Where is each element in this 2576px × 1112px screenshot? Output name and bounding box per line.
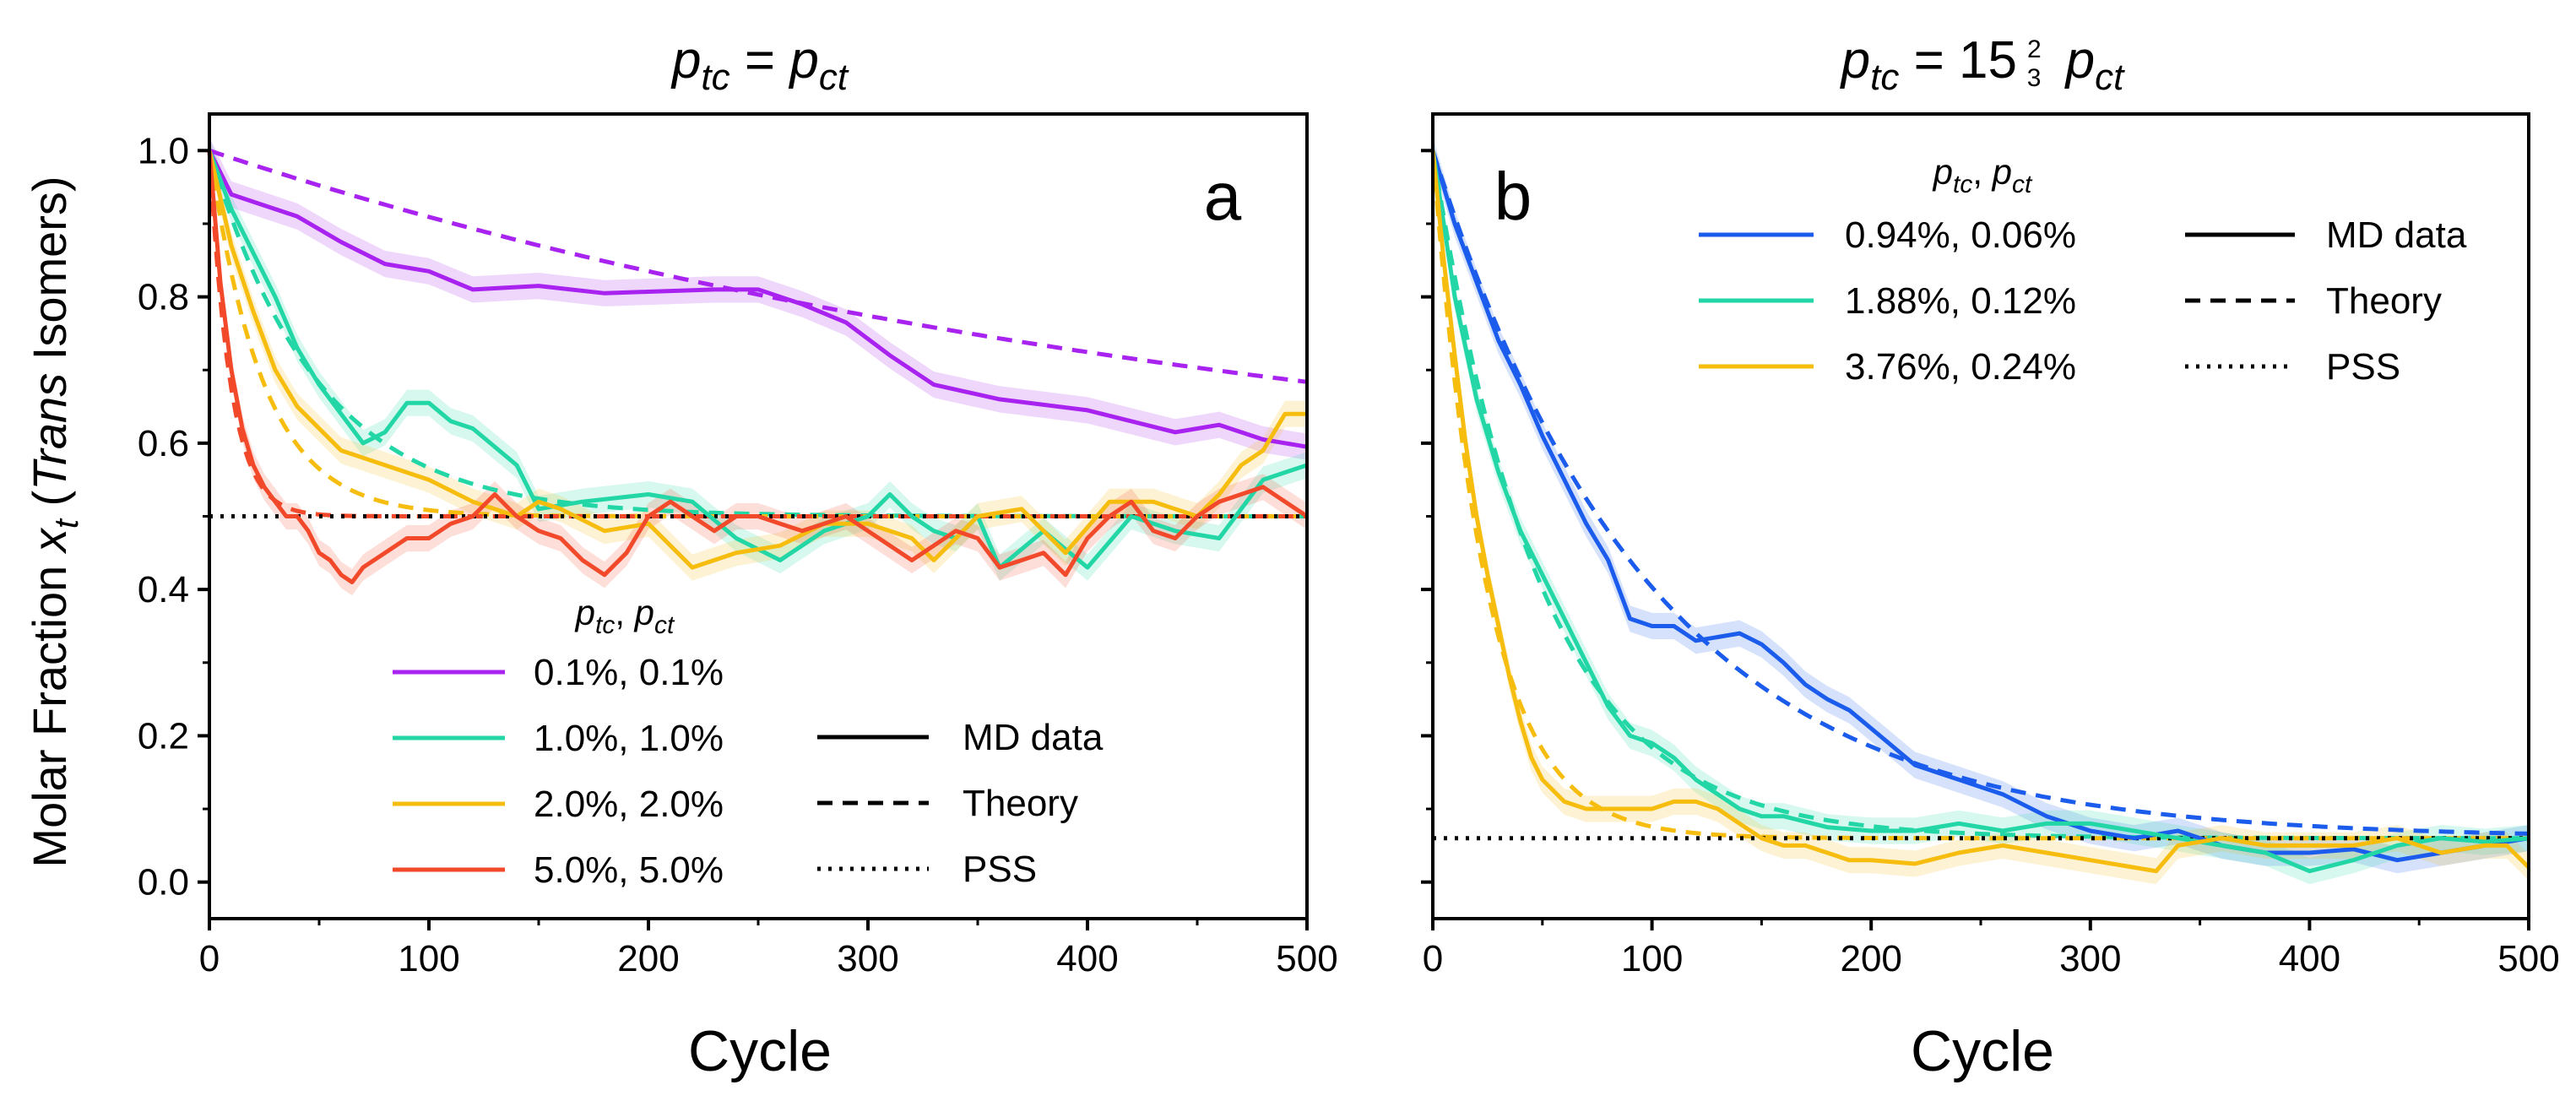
- panel-a: ptc = pct 0 100 200 300 400 500 0.0 0.2 0.4 0.6 0.…: [138, 31, 1338, 1083]
- panel-b-legend-style-label-0: MD data: [2326, 214, 2467, 256]
- panel-b-xtick-label-3: 300: [2059, 938, 2121, 979]
- panel-b-legend-style-label-1: Theory: [2326, 280, 2442, 322]
- panel-a-xtick-label-3: 300: [837, 938, 898, 979]
- panel-b-xtick-label-0: 0: [1423, 938, 1443, 979]
- panel-a-legend-label-1: 1.0%, 1.0%: [534, 718, 724, 759]
- panel-a-legend-style-label-2: PSS: [963, 849, 1037, 890]
- panel-a-xlabel: Cycle: [688, 1019, 832, 1083]
- panel-a-legend-title: ptc, pct: [574, 593, 675, 639]
- panel-a-ytick-label-3: 0.6: [138, 423, 189, 464]
- panel-a-xtick-label-1: 100: [398, 938, 459, 979]
- panel-b-md-line-2: [1430, 150, 2530, 874]
- panel-a-legend-style-label-1: Theory: [963, 783, 1078, 824]
- panel-b-title: ptc = 15 2 3 pct: [1840, 31, 2125, 98]
- panel-a-xtick-label-5: 500: [1276, 938, 1337, 979]
- panel-a-ytick-label-5: 1.0: [138, 130, 189, 171]
- panel-b-letter: b: [1494, 159, 1532, 234]
- panel-a-xtick-label-4: 400: [1056, 938, 1118, 979]
- panel-a-xtick-label-0: 0: [199, 938, 220, 979]
- panel-a-legend-label-3: 5.0%, 5.0%: [534, 849, 724, 891]
- panel-b-xtick-label-1: 100: [1621, 938, 1683, 979]
- panel-a-letter: a: [1204, 159, 1242, 234]
- panel-a-band-0: [209, 137, 1307, 460]
- panel-b-md-line-1: [1430, 149, 2530, 874]
- panel-b-legend-title: ptc, pct: [1932, 152, 2033, 198]
- panel-b-theory-1: [1430, 149, 2529, 841]
- panel-a-md-line-2: [207, 149, 1307, 570]
- panel-a-band-3: [209, 137, 1307, 596]
- panel-b-xtick-label-4: 400: [2279, 938, 2340, 979]
- panel-a-title: ptc = pct: [670, 31, 849, 98]
- panel-b-legend-style-label-2: PSS: [2326, 346, 2400, 388]
- svg-text:ptc = pct: ptc = pct: [670, 31, 849, 98]
- panel-b-md-line-0: [1430, 149, 2530, 863]
- panel-b-xtick-label-2: 200: [1840, 938, 1901, 979]
- panel-a-legend-label-2: 2.0%, 2.0%: [534, 784, 724, 825]
- panel-a-ytick-label-2: 0.4: [138, 569, 189, 610]
- panel-b: ptc = 15 2 3 pct 0 100 200 300 400 500 b ptc, p…: [1421, 31, 2560, 1083]
- panel-a-legend-style-label-0: MD data: [963, 717, 1104, 758]
- panel-b-xlabel: Cycle: [1911, 1019, 2054, 1083]
- panel-b-legend-label-0: 0.94%, 0.06%: [1845, 214, 2076, 256]
- panel-b-theory-0: [1430, 149, 2530, 836]
- panel-a-legend-label-0: 0.1%, 0.1%: [534, 652, 724, 693]
- panel-a-theory-1: [207, 149, 1307, 518]
- y-axis-label: Molar Fraction xt (Trans Isomers): [23, 176, 85, 867]
- panel-a-md-line-0: [207, 149, 1308, 449]
- panel-b-legend-label-1: 1.88%, 0.12%: [1845, 280, 2076, 322]
- panel-a-ytick-label-4: 0.8: [138, 277, 189, 318]
- panel-a-ytick-label-1: 0.2: [138, 715, 189, 757]
- panel-b-xtick-label-5: 500: [2497, 938, 2559, 979]
- panel-a-theory-0: [209, 148, 1308, 384]
- panel-b-legend-label-2: 3.76%, 0.24%: [1845, 346, 2076, 388]
- panel-a-xtick-label-2: 200: [617, 938, 679, 979]
- panel-a-md-line-3: [207, 150, 1309, 584]
- panel-a-ytick-label-0: 0.0: [138, 862, 189, 903]
